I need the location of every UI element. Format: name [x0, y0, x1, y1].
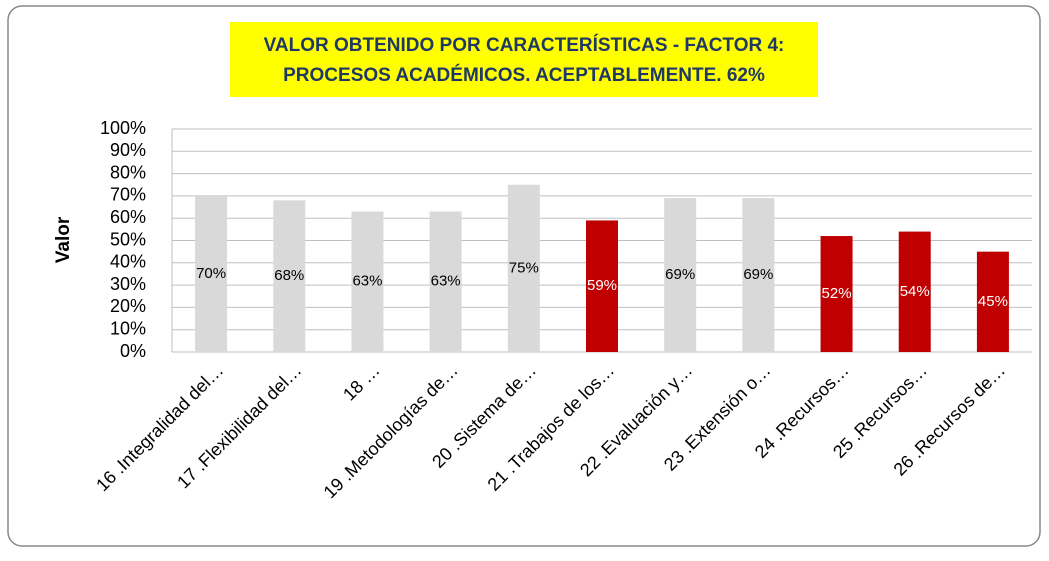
- bar: [898, 231, 931, 352]
- y-tick-label: 80%: [110, 162, 146, 182]
- data-label: 52%: [822, 285, 852, 302]
- y-tick-label: 10%: [110, 318, 146, 338]
- data-label: 63%: [431, 273, 461, 290]
- data-label: 70%: [196, 265, 226, 282]
- y-tick-label: 100%: [100, 118, 146, 138]
- bar: [664, 198, 697, 352]
- data-label: 75%: [509, 259, 539, 276]
- data-label: 63%: [352, 273, 382, 290]
- chart-title: PROCESOS ACADÉMICOS. ACEPTABLEMENTE. 62%: [283, 64, 765, 86]
- bar: [820, 236, 853, 352]
- y-tick-label: 40%: [110, 252, 146, 272]
- data-label: 54%: [900, 283, 930, 300]
- bar: [742, 198, 775, 352]
- bar: [586, 220, 618, 352]
- y-tick-label: 90%: [110, 140, 146, 160]
- y-tick-label: 0%: [120, 341, 146, 361]
- bar: [273, 200, 306, 352]
- data-label: 68%: [274, 267, 304, 284]
- bar: [351, 211, 384, 352]
- bar: [429, 211, 462, 352]
- title-box: [230, 22, 818, 97]
- y-tick-label: 70%: [110, 185, 146, 205]
- bar: [976, 251, 1009, 352]
- data-label: 69%: [665, 266, 695, 283]
- bar: [195, 195, 228, 352]
- data-label: 45%: [978, 293, 1008, 310]
- chart-title: VALOR OBTENIDO POR CARACTERÍSTICAS - FAC…: [264, 34, 785, 56]
- data-label: 59%: [587, 277, 617, 294]
- y-tick-label: 50%: [110, 229, 146, 249]
- bar: [507, 184, 540, 352]
- y-tick-label: 60%: [110, 207, 146, 227]
- y-tick-label: 20%: [110, 296, 146, 316]
- y-axis-label: Valor: [53, 216, 74, 263]
- y-tick-label: 30%: [110, 274, 146, 294]
- data-label: 69%: [743, 266, 773, 283]
